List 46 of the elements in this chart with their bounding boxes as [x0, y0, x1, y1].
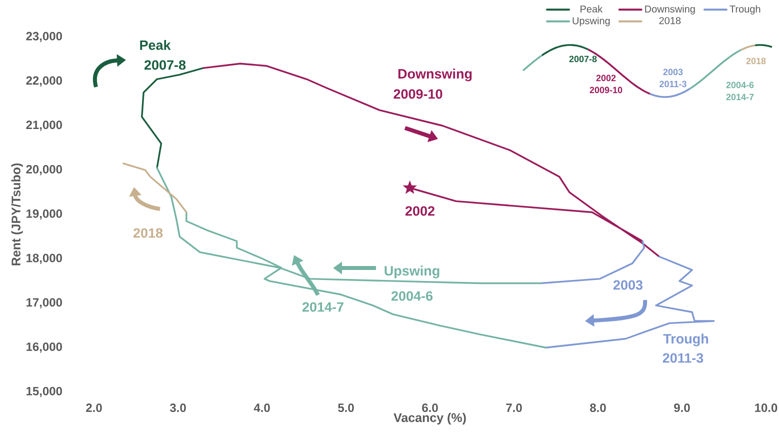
- y-axis-title: Rent (JPY/Tsubo): [11, 163, 23, 266]
- x-tick-label: 4.0: [254, 404, 270, 412]
- annotation: Upswing: [384, 266, 440, 278]
- y-tick-label: 15,000: [26, 386, 62, 398]
- y-tick-label: 20,000: [26, 165, 62, 176]
- annotation: 2014-7: [726, 94, 754, 100]
- annotation: Downswing: [398, 68, 472, 82]
- x-tick-label: 10.0: [755, 404, 778, 412]
- y-tick-label: 16,000: [26, 342, 62, 353]
- annotation: 2018: [746, 58, 766, 64]
- annotation: 2003: [613, 280, 643, 290]
- annotation: 2011-3: [660, 80, 686, 88]
- x-tick-label: 8.0: [590, 404, 606, 412]
- annotation: Peak: [140, 40, 171, 50]
- annotation: 2003: [663, 68, 683, 76]
- x-tick-label: 2.0: [86, 404, 102, 412]
- x-axis-title: Vacancy (%): [394, 412, 466, 425]
- x-tick-label: 7.0: [506, 404, 522, 412]
- annotation: 2004-6: [726, 82, 754, 88]
- annotation: 2018: [133, 228, 163, 238]
- annotation: 2002: [405, 206, 434, 216]
- x-tick-label: 3.0: [170, 404, 186, 412]
- annotation: 2007-8: [144, 60, 186, 70]
- annotation: 2004-6: [391, 291, 433, 301]
- annotation: 2009-10: [394, 89, 442, 99]
- annotation: 2007-8: [569, 56, 597, 62]
- legend-label: 2018: [659, 17, 681, 24]
- annotation: Trough: [663, 334, 708, 346]
- annotation: 2014-7: [302, 302, 344, 312]
- annotation: 2002: [596, 74, 616, 82]
- legend-label: Peak: [580, 5, 603, 13]
- x-tick-label: 6.0: [422, 404, 438, 412]
- y-tick-label: 23,000: [26, 32, 62, 42]
- y-tick-label: 17,000: [26, 298, 62, 308]
- x-tick-label: 5.0: [338, 404, 354, 412]
- y-tick-label: 22,000: [26, 76, 62, 86]
- line-series: [122, 162, 188, 214]
- legend-label: Upswing: [572, 16, 610, 26]
- y-tick-label: 21,000: [26, 120, 62, 131]
- y-tick-label: 19,000: [26, 209, 62, 220]
- annotation: 2011-3: [662, 353, 704, 363]
- annotation: 2009-10: [590, 86, 622, 94]
- legend-label: Trough: [730, 5, 760, 15]
- x-tick-label: 9.0: [674, 404, 690, 412]
- y-tick-label: 18,000: [26, 254, 62, 264]
- legend-label: Downswing: [645, 5, 695, 15]
